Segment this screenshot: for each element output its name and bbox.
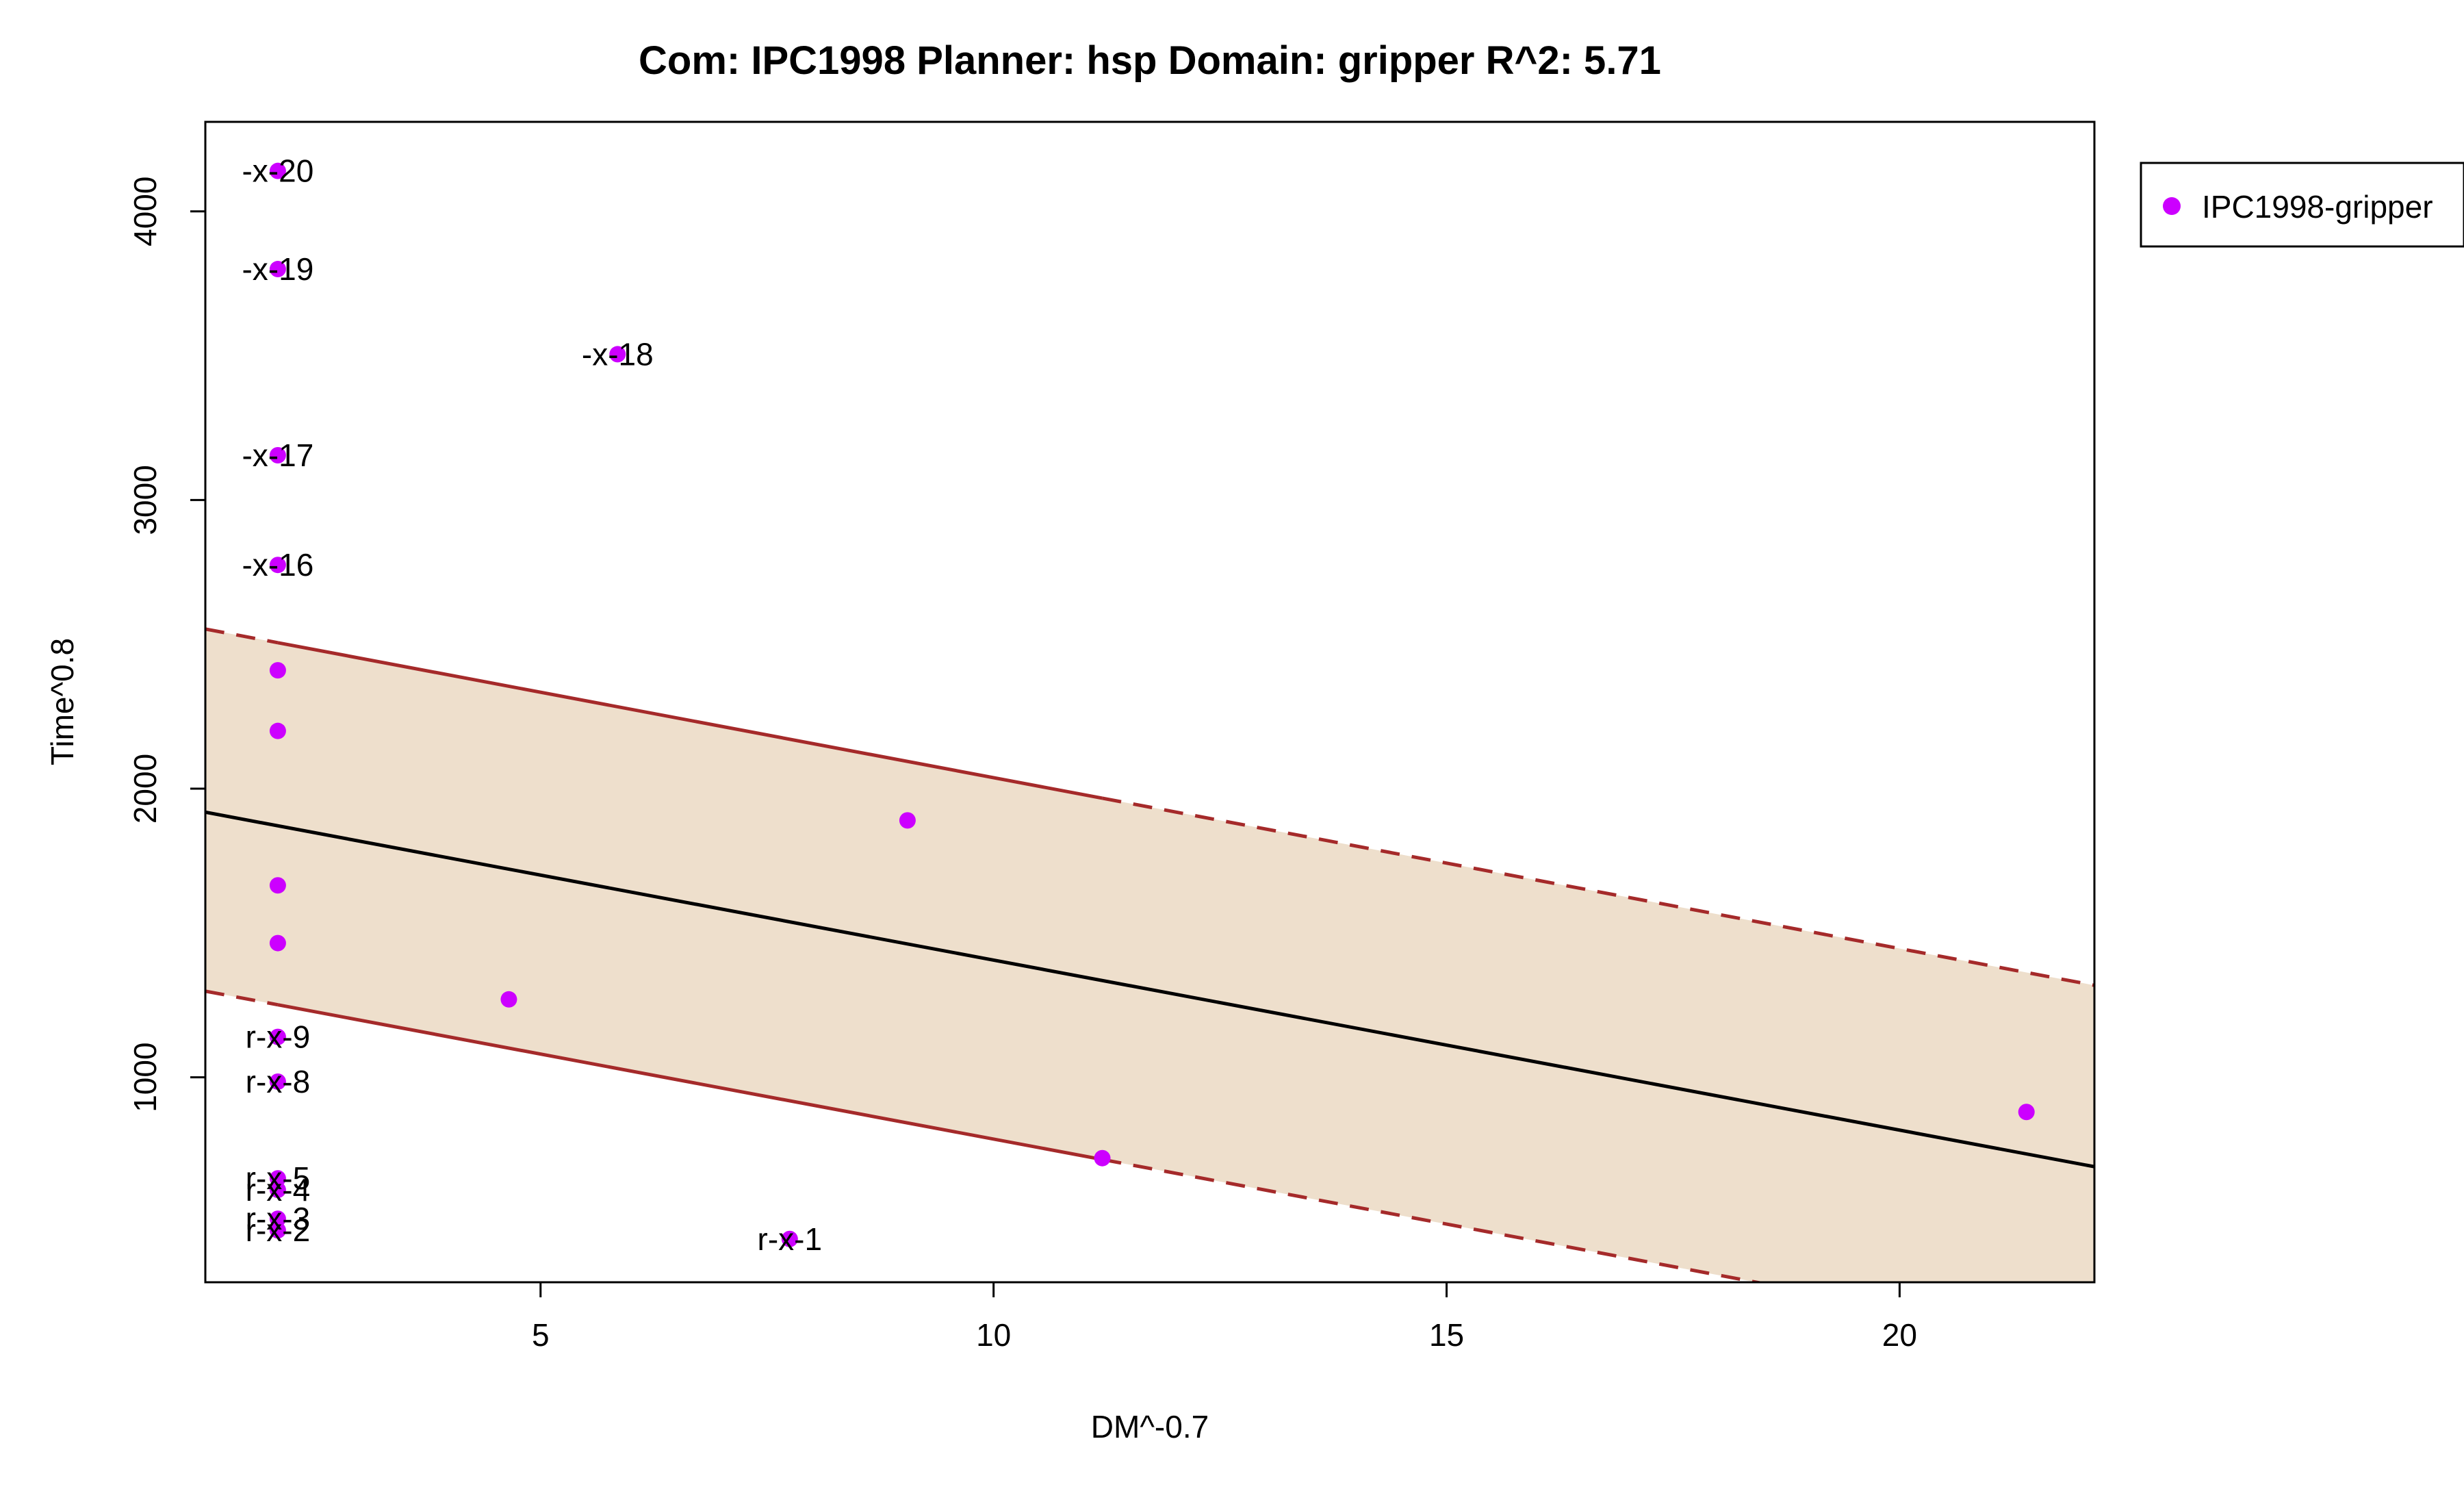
point-label: r-x-4 bbox=[246, 1172, 311, 1208]
data-point bbox=[500, 991, 517, 1008]
y-axis-label: Time^0.8 bbox=[44, 638, 80, 765]
y-tick-label: 4000 bbox=[127, 177, 163, 246]
point-label: r-x-9 bbox=[246, 1019, 311, 1055]
data-point bbox=[269, 162, 286, 179]
point-label: r-x-8 bbox=[246, 1064, 311, 1099]
plot-frame bbox=[204, 120, 2096, 1284]
legend-box bbox=[2140, 162, 2464, 248]
data-point bbox=[269, 1182, 286, 1199]
plot-area: -x-20 -x-19 -x-18 -x-17 -x-16 r-x-9 r-x-8 r-x-5… bbox=[205, 153, 2094, 1282]
point-label: r-x-3 bbox=[246, 1201, 311, 1236]
data-point bbox=[1094, 1149, 1111, 1167]
point-labels: -x-20 -x-19 -x-18 -x-17 -x-16 r-x-9 r-x-8 r-x-5… bbox=[242, 153, 822, 1257]
x-axis: 5 10 15 20 bbox=[532, 1282, 1917, 1353]
data-point bbox=[269, 557, 286, 574]
point-label: r-x-5 bbox=[246, 1160, 311, 1196]
chart-title: Com: IPC1998 Planner: hsp Domain: grippe… bbox=[639, 38, 1661, 83]
prediction-band-fill bbox=[205, 628, 2094, 1282]
point-label: -x-20 bbox=[242, 153, 313, 189]
legend-marker bbox=[2163, 197, 2181, 215]
data-point bbox=[269, 446, 286, 463]
data-point bbox=[269, 1170, 286, 1187]
data-point bbox=[609, 346, 626, 363]
data-point bbox=[269, 722, 286, 739]
legend: IPC1998-gripper bbox=[2140, 162, 2464, 248]
point-label: -x-17 bbox=[242, 437, 313, 473]
x-tick-label: 5 bbox=[532, 1317, 550, 1353]
y-tick-label: 1000 bbox=[127, 1042, 163, 1112]
upper-band-dashed-right bbox=[1102, 796, 2094, 987]
data-point bbox=[269, 1210, 286, 1227]
legend-label: IPC1998-gripper bbox=[2202, 189, 2433, 225]
lower-band-line bbox=[277, 1003, 1103, 1162]
upper-band-line bbox=[277, 641, 1103, 800]
point-label: -x-19 bbox=[242, 251, 313, 287]
x-tick-label: 10 bbox=[976, 1317, 1011, 1353]
data-point bbox=[269, 1073, 286, 1090]
lower-band-dashed-left bbox=[205, 989, 279, 1007]
regression-line bbox=[205, 810, 2094, 1169]
data-point bbox=[269, 1222, 286, 1239]
data-point bbox=[2018, 1104, 2035, 1121]
x-axis-label: DM^-0.7 bbox=[1091, 1409, 1209, 1445]
data-point bbox=[269, 261, 286, 278]
data-point bbox=[269, 934, 286, 952]
lower-band-dashed-right bbox=[1102, 1158, 1766, 1282]
data-point bbox=[781, 1230, 798, 1247]
point-label: r-x-1 bbox=[758, 1221, 823, 1257]
y-axis: 1000 2000 3000 4000 bbox=[127, 177, 205, 1112]
point-label: -x-16 bbox=[242, 547, 313, 583]
x-tick-label: 20 bbox=[1882, 1317, 1917, 1353]
data-point bbox=[269, 662, 286, 679]
point-label: r-x-2 bbox=[246, 1212, 311, 1248]
data-points bbox=[269, 162, 2035, 1247]
y-tick-label: 2000 bbox=[127, 754, 163, 824]
point-label: -x-18 bbox=[582, 336, 654, 372]
data-point bbox=[899, 812, 916, 829]
x-tick-label: 15 bbox=[1429, 1317, 1464, 1353]
data-point bbox=[269, 877, 286, 894]
y-tick-label: 3000 bbox=[127, 465, 163, 535]
data-point bbox=[269, 1028, 286, 1045]
upper-band-dashed-left bbox=[205, 627, 279, 645]
